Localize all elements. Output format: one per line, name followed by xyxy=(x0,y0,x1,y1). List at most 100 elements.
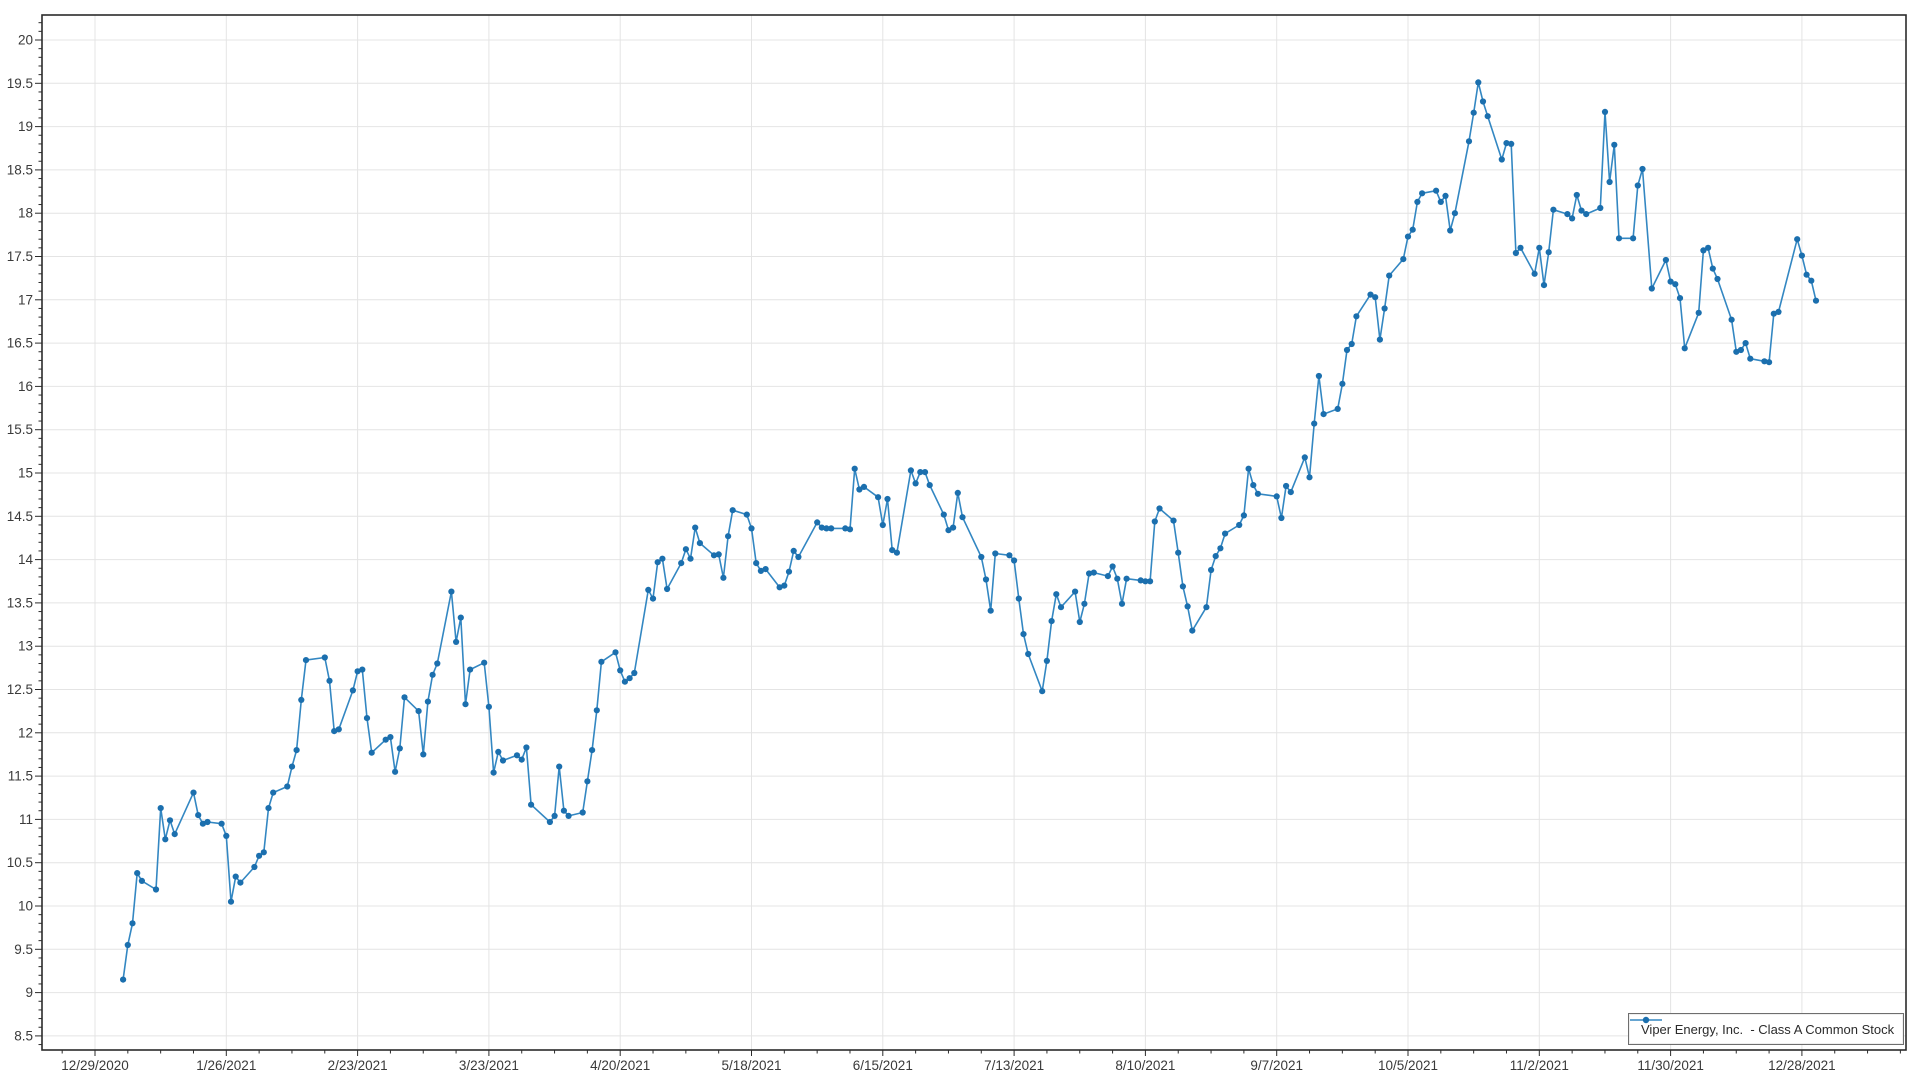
data-point xyxy=(1766,359,1773,366)
data-point xyxy=(129,920,136,927)
data-point xyxy=(1404,233,1412,240)
data-point xyxy=(1447,227,1454,234)
data-point xyxy=(265,805,272,812)
data-point xyxy=(1020,631,1027,638)
data-point xyxy=(349,687,356,694)
x-axis-tick-label: 12/29/2020 xyxy=(61,1058,129,1073)
data-point xyxy=(917,469,924,476)
x-axis-tick-label: 6/15/2021 xyxy=(853,1058,913,1073)
data-point xyxy=(1672,281,1679,288)
data-point xyxy=(875,494,882,501)
x-axis-tick-label: 1/26/2021 xyxy=(196,1058,256,1073)
data-point xyxy=(382,736,389,743)
x-axis-tick-label: 9/7/2021 xyxy=(1250,1058,1303,1073)
data-point xyxy=(1315,372,1322,380)
data-point xyxy=(124,941,131,949)
data-point xyxy=(1039,688,1046,695)
data-point xyxy=(978,553,985,561)
data-point xyxy=(1681,345,1688,352)
data-point xyxy=(1540,282,1548,289)
legend[interactable]: Viper Energy, Inc. - Class A Common Stoc… xyxy=(1628,1013,1904,1045)
y-axis-tick-label: 10.5 xyxy=(7,855,33,870)
y-axis-tick-label: 18 xyxy=(18,206,33,221)
data-point xyxy=(1320,411,1327,418)
data-point xyxy=(1076,618,1083,626)
data-point xyxy=(1011,557,1018,564)
data-point xyxy=(1118,600,1126,607)
x-axis-tick-label: 11/30/2021 xyxy=(1637,1058,1704,1073)
data-point xyxy=(945,527,952,534)
data-point xyxy=(593,707,600,714)
data-point xyxy=(846,526,854,533)
x-axis-tick-label: 2/23/2021 xyxy=(328,1058,388,1073)
data-point xyxy=(1301,454,1308,461)
data-point xyxy=(1170,517,1177,524)
y-axis-tick-label: 13 xyxy=(18,639,33,654)
data-point xyxy=(415,708,422,715)
data-point xyxy=(1630,235,1637,242)
data-point xyxy=(1498,156,1505,163)
data-point xyxy=(715,551,722,558)
data-point xyxy=(584,778,591,785)
data-point xyxy=(950,524,957,531)
data-point xyxy=(485,703,492,710)
data-point xyxy=(828,525,835,532)
data-point xyxy=(138,877,145,885)
x-axis: 12/29/2020 1/26/2021 2/23/2021 3/23/2021 4/2… xyxy=(61,1050,1901,1073)
data-point xyxy=(546,818,554,826)
data-point xyxy=(513,752,521,759)
data-point xyxy=(434,660,441,667)
data-point xyxy=(1400,256,1407,263)
legend-series-label: Viper Energy, Inc. - Class A Common Stoc… xyxy=(1641,1021,1895,1037)
data-point xyxy=(1812,297,1820,304)
data-point xyxy=(401,694,408,701)
data-point xyxy=(1025,650,1032,658)
data-point xyxy=(631,669,638,677)
data-point xyxy=(1700,247,1707,254)
x-axis-tick-label: 12/28/2021 xyxy=(1768,1058,1836,1073)
y-axis-tick-label: 16.5 xyxy=(7,336,33,351)
plot-border xyxy=(41,14,1907,1051)
y-axis-tick-label: 15.5 xyxy=(7,422,33,437)
data-point xyxy=(1451,210,1458,217)
x-axis-tick-label: 11/2/2021 xyxy=(1510,1058,1569,1073)
data-point xyxy=(481,659,488,666)
data-point xyxy=(860,483,868,490)
data-point xyxy=(692,524,699,531)
data-point xyxy=(499,757,507,764)
data-point xyxy=(157,805,164,812)
data-point xyxy=(1550,206,1557,213)
data-point xyxy=(992,550,999,557)
y-axis-tick-label: 17 xyxy=(18,292,33,307)
data-point xyxy=(195,812,202,819)
data-point xyxy=(457,614,464,621)
data-point xyxy=(612,649,619,656)
y-axis-tick-label: 9 xyxy=(25,985,33,1000)
data-point xyxy=(1475,79,1482,86)
y-axis-tick-label: 17.5 xyxy=(7,249,33,264)
data-point xyxy=(926,482,933,489)
data-point xyxy=(1072,588,1079,595)
data-point xyxy=(284,783,291,790)
data-point xyxy=(1372,294,1379,301)
data-point xyxy=(1151,518,1158,525)
data-point xyxy=(1208,566,1215,574)
data-point xyxy=(1611,141,1618,148)
y-axis-tick-label: 11 xyxy=(19,812,33,827)
data-point xyxy=(1048,618,1055,625)
data-point xyxy=(664,585,671,593)
data-point xyxy=(795,553,802,561)
data-point xyxy=(1179,583,1186,590)
data-point xyxy=(748,525,755,532)
grid-lines xyxy=(42,15,1906,1050)
data-point xyxy=(1639,165,1646,173)
data-point xyxy=(579,809,586,816)
data-point xyxy=(696,540,704,547)
data-point xyxy=(256,852,263,859)
y-axis-tick-label: 13.5 xyxy=(7,595,33,610)
data-point xyxy=(190,789,197,796)
data-point xyxy=(1573,191,1580,199)
data-point xyxy=(1564,211,1571,218)
data-point xyxy=(889,547,896,554)
data-point xyxy=(171,831,178,838)
